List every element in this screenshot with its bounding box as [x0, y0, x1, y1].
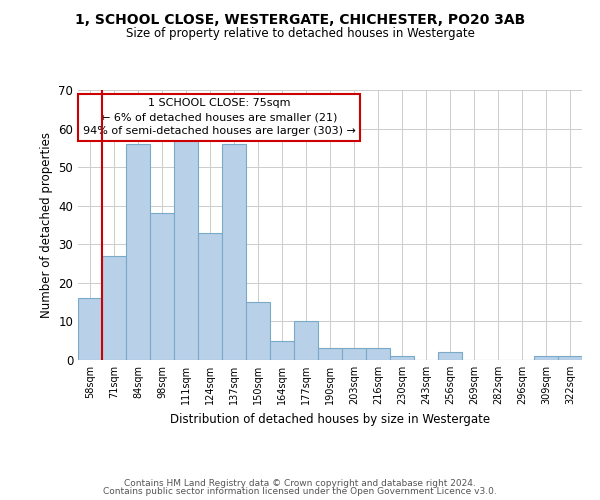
Bar: [558, 356, 582, 360]
Bar: [102, 256, 126, 360]
X-axis label: Distribution of detached houses by size in Westergate: Distribution of detached houses by size …: [170, 412, 490, 426]
Bar: [270, 340, 294, 360]
Bar: [222, 144, 246, 360]
Bar: [246, 302, 270, 360]
Bar: [438, 352, 462, 360]
Bar: [390, 356, 414, 360]
Bar: [126, 144, 150, 360]
Bar: [342, 348, 366, 360]
Bar: [534, 356, 558, 360]
Bar: [198, 232, 222, 360]
Text: 1, SCHOOL CLOSE, WESTERGATE, CHICHESTER, PO20 3AB: 1, SCHOOL CLOSE, WESTERGATE, CHICHESTER,…: [75, 12, 525, 26]
Bar: [294, 322, 318, 360]
Bar: [174, 140, 198, 360]
Bar: [150, 214, 174, 360]
Bar: [78, 298, 102, 360]
Y-axis label: Number of detached properties: Number of detached properties: [40, 132, 53, 318]
Text: Size of property relative to detached houses in Westergate: Size of property relative to detached ho…: [125, 28, 475, 40]
Bar: [366, 348, 390, 360]
Text: 1 SCHOOL CLOSE: 75sqm
← 6% of detached houses are smaller (21)
94% of semi-detac: 1 SCHOOL CLOSE: 75sqm ← 6% of detached h…: [83, 98, 356, 136]
Text: Contains HM Land Registry data © Crown copyright and database right 2024.: Contains HM Land Registry data © Crown c…: [124, 478, 476, 488]
Bar: [318, 348, 342, 360]
Text: Contains public sector information licensed under the Open Government Licence v3: Contains public sector information licen…: [103, 488, 497, 496]
